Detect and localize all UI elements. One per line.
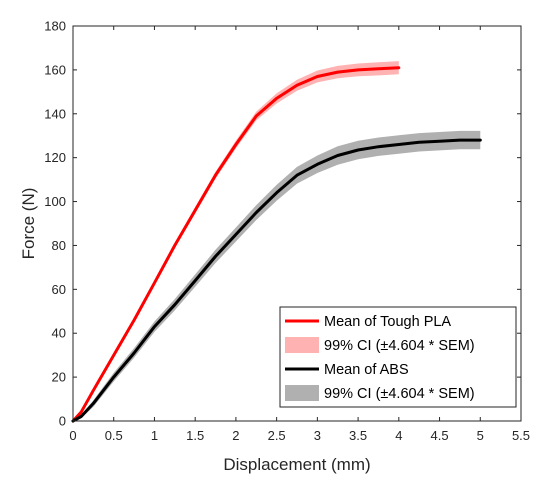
y-tick-label: 60 bbox=[52, 282, 66, 297]
y-tick-label: 20 bbox=[52, 370, 66, 385]
y-tick-label: 0 bbox=[59, 414, 66, 429]
legend-label: 99% CI (±4.604 * SEM) bbox=[324, 338, 475, 354]
x-tick-label: 3.5 bbox=[349, 428, 367, 443]
x-tick-label: 4 bbox=[395, 428, 402, 443]
legend-label: Mean of Tough PLA bbox=[324, 314, 451, 330]
legend-swatch bbox=[285, 337, 319, 353]
y-tick-label: 180 bbox=[44, 19, 66, 34]
legend-box bbox=[279, 306, 517, 408]
y-tick-label: 40 bbox=[52, 326, 66, 341]
mean-line-series-2 bbox=[71, 138, 482, 423]
x-tick-label: 1 bbox=[151, 428, 158, 443]
x-tick-label: 1.5 bbox=[186, 428, 204, 443]
x-tick-label: 2 bbox=[232, 428, 239, 443]
legend-label: 99% CI (±4.604 * SEM) bbox=[324, 386, 475, 402]
confidence-bands bbox=[73, 61, 481, 421]
legend: Mean of Tough PLA 99% CI (±4.604 * SEM) Me… bbox=[279, 306, 517, 408]
legend-label: Mean of ABS bbox=[324, 362, 409, 378]
y-tick-label: 100 bbox=[44, 194, 66, 209]
y-tick-label: 160 bbox=[44, 62, 66, 77]
y-tick-label: 140 bbox=[44, 106, 66, 121]
x-tick-label: 0 bbox=[69, 428, 76, 443]
y-tick-label: 120 bbox=[44, 150, 66, 165]
x-tick-label: 0.5 bbox=[105, 428, 123, 443]
x-tick-label: 4.5 bbox=[431, 428, 449, 443]
series-lines bbox=[71, 66, 482, 423]
legend-swatch bbox=[285, 385, 319, 401]
x-tick-label: 5 bbox=[477, 428, 484, 443]
x-tick-label: 3 bbox=[314, 428, 321, 443]
axis-ticks: 0 0.5 1 1.5 2 2.5 3 3.5 4 4.5 5 5.5 0 20 40 60 80 100 120 1… bbox=[44, 19, 530, 444]
x-tick-label: 2.5 bbox=[268, 428, 286, 443]
mean-line-series-0 bbox=[71, 66, 401, 423]
ci-band-series-3 bbox=[73, 130, 481, 421]
y-axis-label: Force (N) bbox=[19, 188, 38, 260]
x-tick-label: 5.5 bbox=[512, 428, 530, 443]
x-axis-label: Displacement (mm) bbox=[223, 455, 370, 474]
y-tick-label: 80 bbox=[52, 238, 66, 253]
plot-frame bbox=[72, 25, 522, 422]
